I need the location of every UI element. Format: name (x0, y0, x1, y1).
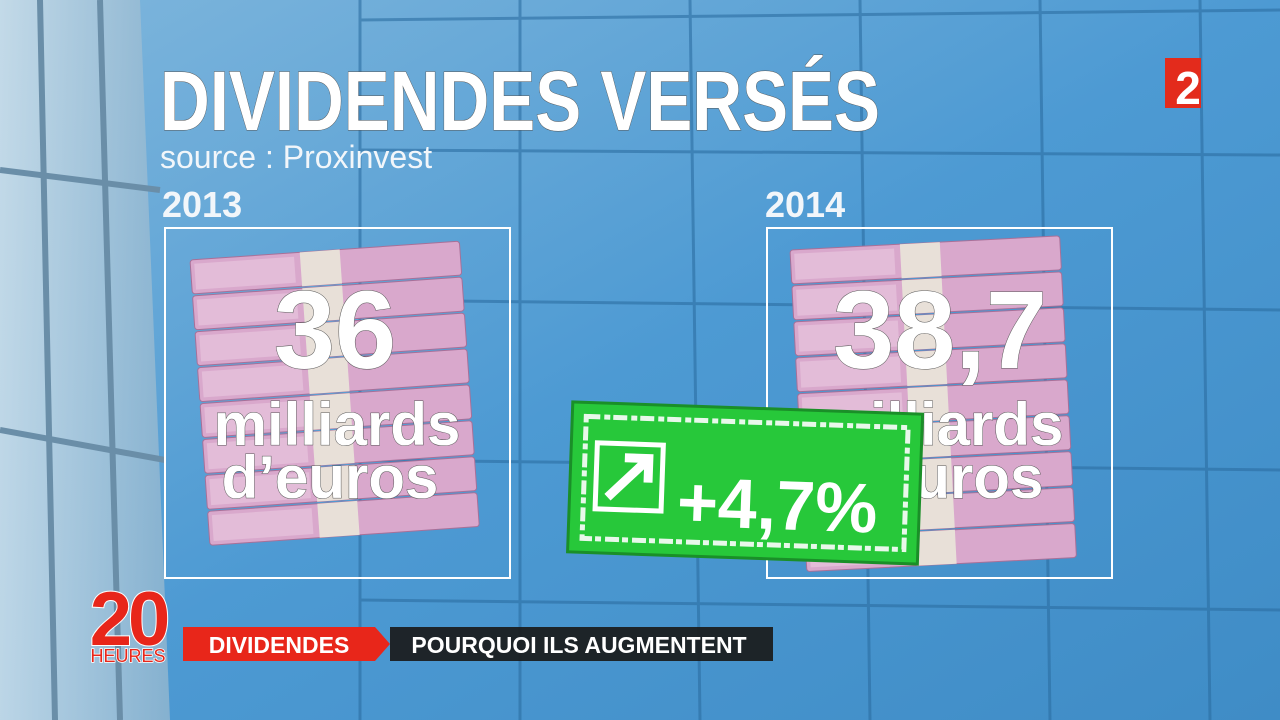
left-building-frame (0, 0, 166, 720)
show-number: 20 (90, 577, 168, 662)
change-badge: +4,7% (566, 400, 925, 566)
amount: 38,7 (833, 269, 1047, 392)
ticker-headline: POURQUOI ILS AUGMENTENT (411, 632, 746, 658)
channel-logo: 2 (1175, 62, 1201, 114)
source: source : Proxinvest (160, 139, 432, 175)
panel-frame (164, 227, 511, 579)
amount: 36 (274, 269, 396, 392)
change-value: +4,7% (676, 463, 879, 548)
unit-line: d’euros (222, 444, 439, 511)
unit-line: milliards (214, 391, 461, 458)
ticker-headline-bg (390, 627, 773, 661)
ticker-arrow (375, 627, 390, 661)
year: 2013 (162, 184, 242, 225)
year: 2014 (765, 184, 845, 225)
ticker-topic: DIVIDENDES (209, 632, 350, 658)
panel-frame (766, 227, 1113, 579)
show-word: HEURES (90, 646, 165, 666)
title: DIVIDENDES VERSÉS (160, 54, 880, 148)
channel-logo-box (1165, 58, 1201, 108)
ticker-topic-bg (183, 627, 375, 661)
